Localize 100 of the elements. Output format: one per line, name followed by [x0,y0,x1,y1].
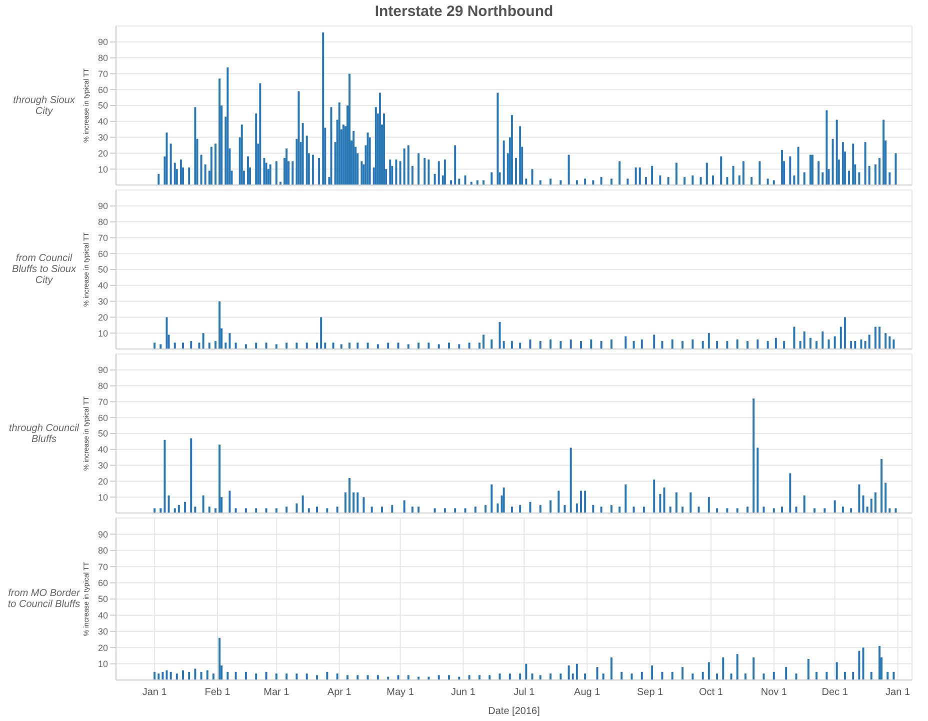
bar [539,180,542,185]
bar [858,484,860,513]
bar [816,341,818,349]
y-tick-label: 40 [98,610,108,620]
bar [785,667,788,680]
bar [832,138,834,185]
bar [850,508,852,513]
y-tick-label: 70 [98,396,108,407]
bar [482,180,485,185]
bar [380,506,383,513]
bar [348,74,351,185]
bar [326,672,328,680]
y-tick-label: 80 [98,216,108,227]
bar [214,341,216,349]
bar [454,145,456,185]
bar [661,341,664,349]
bar [348,478,351,513]
bar [496,92,499,185]
bar [246,156,249,185]
bar [702,672,704,680]
bar [403,148,406,185]
bar [204,164,206,185]
bar [844,317,846,349]
bar [860,339,862,349]
bar [858,172,860,185]
y-tick-label: 20 [98,476,108,486]
bar [781,150,784,185]
bar [387,342,390,349]
bar [618,506,621,513]
x-tick-label: Feb 1 [204,687,231,698]
bar [708,662,710,680]
bar [758,161,761,185]
bar [397,675,400,680]
bar [610,505,612,513]
bar [651,166,654,185]
bar [706,162,708,185]
bar [336,674,338,680]
bar [584,674,586,680]
bar [525,178,528,185]
bar [653,334,656,349]
bar [799,341,802,349]
bar [659,494,662,513]
bar [816,672,818,680]
bar [634,168,637,185]
y-tick-label: 40 [98,444,108,455]
x-tick-label: May 1 [386,687,414,698]
bar [200,154,202,185]
bar [255,508,258,513]
bar [330,107,332,185]
bar [550,500,552,513]
bar [564,505,566,513]
bar [428,160,430,185]
bar [580,341,582,349]
y-tick-label: 70 [98,562,108,572]
bar [854,341,856,349]
bar [669,506,672,513]
bar [580,490,582,513]
bar [663,488,666,513]
bar [736,654,738,680]
y-tick-label: 60 [98,578,108,588]
y-tick-label: 20 [98,312,108,322]
y-tick-label: 30 [98,132,108,142]
bar [476,180,478,185]
bar [531,169,534,185]
bar [642,506,645,513]
bar [576,664,578,680]
bar [752,657,755,680]
bar [468,675,470,680]
bar [438,161,440,185]
bar [539,675,542,680]
bar [519,126,522,185]
bar [162,672,164,680]
bar [296,674,298,680]
bar [324,342,326,349]
bar [438,344,440,349]
bar [888,508,891,513]
bar [842,142,844,185]
bar [269,164,272,185]
y-tick-label: 50 [98,264,108,275]
bar [418,153,420,185]
bar [218,301,221,349]
bar [659,175,662,185]
bar [255,674,258,680]
bar [596,667,598,680]
bar [244,508,247,513]
bar [519,674,522,680]
bar [644,177,647,185]
y-tick-label: 30 [98,460,108,470]
x-tick-label: Oct 1 [699,687,724,698]
bar [624,484,627,513]
y-tick-label: 70 [98,232,108,243]
bar [438,675,440,680]
bar [228,490,231,513]
bar [344,492,346,513]
bar [184,502,186,513]
y-tick-label: 40 [98,116,108,127]
bar [312,154,314,185]
bar [531,674,534,680]
bar [366,342,369,349]
bar [736,508,738,513]
